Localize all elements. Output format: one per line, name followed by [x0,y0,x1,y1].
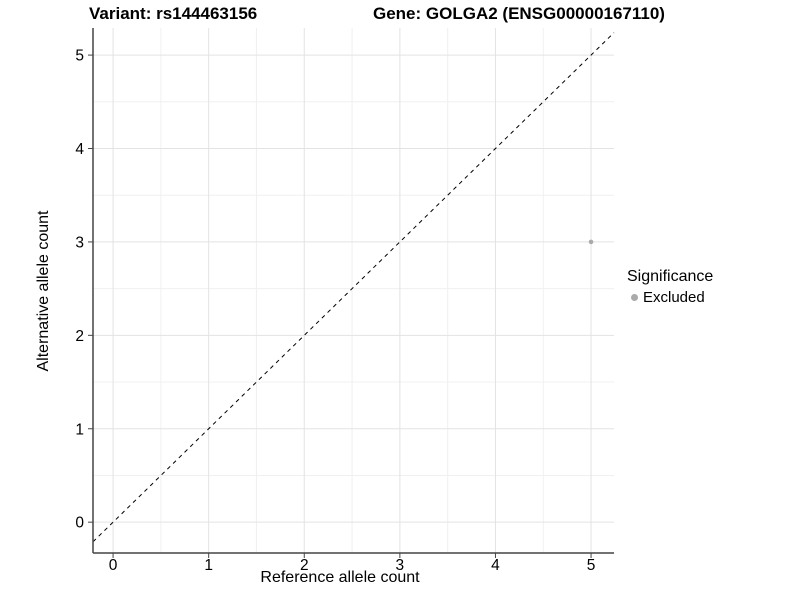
legend-item-excluded: Excluded [627,289,713,306]
x-tick-label: 5 [587,557,596,574]
x-tick-label: 2 [300,557,309,574]
data-point [588,239,594,245]
identity-reference-line [92,32,615,543]
plot-title-gene: Gene: GOLGA2 (ENSG00000167110) [373,4,665,23]
plot-title-variant: Variant: rs144463156 [89,4,258,23]
legend-point-icon [631,294,638,301]
y-tick-label: 4 [75,141,84,158]
x-tick-label: 4 [491,557,500,574]
y-tick-label: 2 [75,328,84,345]
x-tick-label: 3 [396,557,405,574]
y-tick-label: 1 [75,421,84,438]
y-axis-title: Alternative allele count [35,210,52,372]
legend-title: Significance [627,268,714,285]
x-tick-label: 1 [204,557,213,574]
y-tick-label: 0 [75,515,84,532]
x-tick-label: 0 [109,557,118,574]
y-tick-label: 3 [75,234,84,251]
x-axis-title: Reference allele count [260,569,420,586]
legend: Significance Excluded [627,268,713,306]
legend-item-label: Excluded [643,289,705,306]
y-tick-label: 5 [75,48,84,65]
